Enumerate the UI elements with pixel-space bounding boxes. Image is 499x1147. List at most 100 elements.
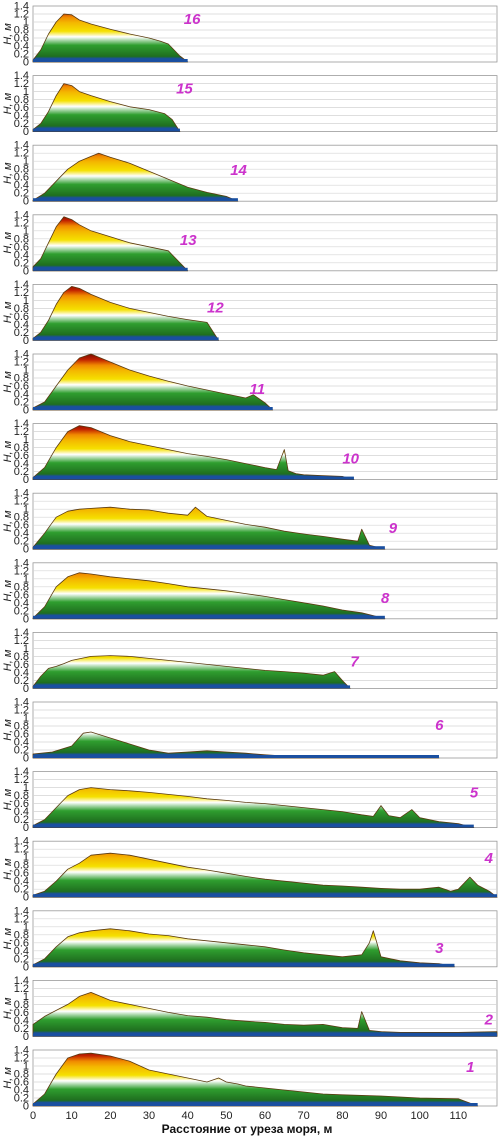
y-tick-label: 0.8 (14, 1069, 29, 1081)
base-strip (33, 824, 474, 828)
y-tick-label: 0.2 (14, 536, 29, 548)
panel-12: 00.20.40.60.811.21.4H, м 12 (2, 279, 498, 347)
profile-area-4 (32, 852, 498, 898)
base-strip (33, 755, 439, 758)
y-tick-label: 1 (23, 1061, 29, 1073)
y-tick-label: 0.4 (14, 458, 29, 470)
panel-4: 00.20.40.60.811.21.4H, м 4 (2, 836, 498, 904)
y-tick-label: 1 (23, 991, 29, 1003)
base-strip (33, 685, 351, 689)
panels-group: 00.20.40.60.811.21.4H, м1600.20.40.60.81… (2, 1, 498, 1113)
y-tick-label: 0.2 (14, 953, 29, 965)
y-axis-title: H, м (2, 719, 14, 741)
panel-3: 00.20.40.60.811.21.4H, м 3 (2, 905, 498, 973)
y-tick-label: 1.2 (14, 217, 29, 229)
y-tick-label: 1.2 (14, 844, 29, 856)
profile-label-15: 15 (176, 81, 193, 98)
panel-8: 00.20.40.60.811.21.4H, м 8 (2, 557, 498, 625)
y-tick-label: 0.8 (14, 164, 29, 176)
y-tick-label: 0.2 (14, 1093, 29, 1105)
y-tick-label: 0.6 (14, 381, 29, 393)
y-tick-label: 0.8 (14, 581, 29, 593)
y-tick-label: 1.2 (14, 635, 29, 647)
y-tick-label: 0.6 (14, 729, 29, 741)
panel-9: 00.20.40.60.811.21.4H, м 9 (2, 488, 498, 556)
y-tick-label: 0.6 (14, 1077, 29, 1089)
y-tick-label: 1.4 (14, 70, 29, 82)
y-tick-label: 0.4 (14, 945, 29, 957)
y-tick-label: 0 (23, 683, 29, 695)
x-tick-label: 20 (104, 1110, 116, 1122)
y-tick-label: 0.2 (14, 466, 29, 478)
y-tick-label: 0.4 (14, 528, 29, 540)
y-tick-label: 1.4 (14, 905, 29, 917)
y-tick-label: 0 (23, 265, 29, 277)
y-axis-title: H, м (2, 997, 14, 1019)
y-axis-title: H, м (2, 440, 14, 462)
y-axis-title: H, м (2, 371, 14, 393)
profile-label-2: 2 (484, 1011, 494, 1028)
y-tick-label: 1.4 (14, 140, 29, 152)
y-tick-label: 1.2 (14, 496, 29, 508)
y-tick-label: 0.4 (14, 667, 29, 679)
y-tick-label: 0.4 (14, 41, 29, 53)
base-strip (33, 128, 180, 132)
y-tick-label: 1.4 (14, 766, 29, 778)
y-tick-label: 1 (23, 643, 29, 655)
y-tick-label: 0.2 (14, 884, 29, 896)
base-strip (33, 894, 497, 898)
y-tick-label: 1 (23, 782, 29, 794)
y-tick-label: 1.2 (14, 774, 29, 786)
y-tick-label: 0.8 (14, 651, 29, 663)
panel-6: 00.20.40.60.811.21.4H, м 6 (2, 697, 498, 765)
y-axis-title: H, м (2, 580, 14, 602)
y-tick-label: 1.2 (14, 287, 29, 299)
y-tick-label: 0.4 (14, 389, 29, 401)
y-tick-label: 1.2 (14, 148, 29, 160)
y-tick-label: 1 (23, 921, 29, 933)
profile-area-14 (32, 152, 239, 202)
y-tick-label: 1.2 (14, 565, 29, 577)
y-tick-label: 0.6 (14, 172, 29, 184)
y-tick-label: 0.4 (14, 806, 29, 818)
y-tick-label: 0.8 (14, 303, 29, 315)
y-axis-title: H, м (2, 92, 14, 114)
y-tick-label: 1 (23, 17, 29, 29)
base-strip (33, 59, 188, 62)
x-tick-label: 110 (450, 1110, 468, 1122)
x-tick-label: 50 (220, 1110, 232, 1122)
base-strip (33, 1033, 497, 1037)
panel-15: 00.20.40.60.811.21.4H, м 15 (2, 70, 498, 138)
base-strip (33, 476, 354, 480)
y-tick-label: 0 (23, 57, 29, 69)
y-tick-label: 1.4 (14, 697, 29, 709)
x-tick-label: 40 (182, 1110, 194, 1122)
y-axis-title: H, м (2, 649, 14, 671)
y-tick-label: 0.8 (14, 25, 29, 37)
y-tick-label: 0.2 (14, 327, 29, 339)
y-tick-label: 0.2 (14, 188, 29, 200)
profile-area-12 (32, 286, 219, 341)
x-tick-labels: 0 10 20 30 40 50 60 70 80 90 100 110 (30, 1110, 467, 1122)
profile-area-15 (32, 83, 181, 132)
y-tick-label: 0.6 (14, 241, 29, 253)
profile-label-16: 16 (184, 11, 201, 28)
y-tick-label: 0.4 (14, 737, 29, 749)
y-tick-label: 0.2 (14, 745, 29, 757)
panel-13: 00.20.40.60.811.21.4H, м 13 (2, 209, 498, 277)
profile-label-5: 5 (470, 785, 479, 802)
y-tick-label: 0.6 (14, 102, 29, 114)
x-tick-label: 30 (143, 1110, 155, 1122)
profile-label-7: 7 (350, 653, 359, 670)
y-tick-label: 1 (23, 434, 29, 446)
profile-area-11 (32, 353, 274, 411)
profile-area-10 (32, 425, 355, 480)
x-tick-label: 80 (336, 1110, 348, 1122)
y-tick-label: 0.6 (14, 1007, 29, 1019)
y-tick-label: 0.6 (14, 520, 29, 532)
y-tick-label: 0.2 (14, 118, 29, 130)
y-axis-title: H, м (2, 1067, 14, 1089)
y-tick-label: 1.2 (14, 357, 29, 369)
y-tick-label: 1.4 (14, 836, 29, 848)
x-tick-label: 60 (259, 1110, 271, 1122)
